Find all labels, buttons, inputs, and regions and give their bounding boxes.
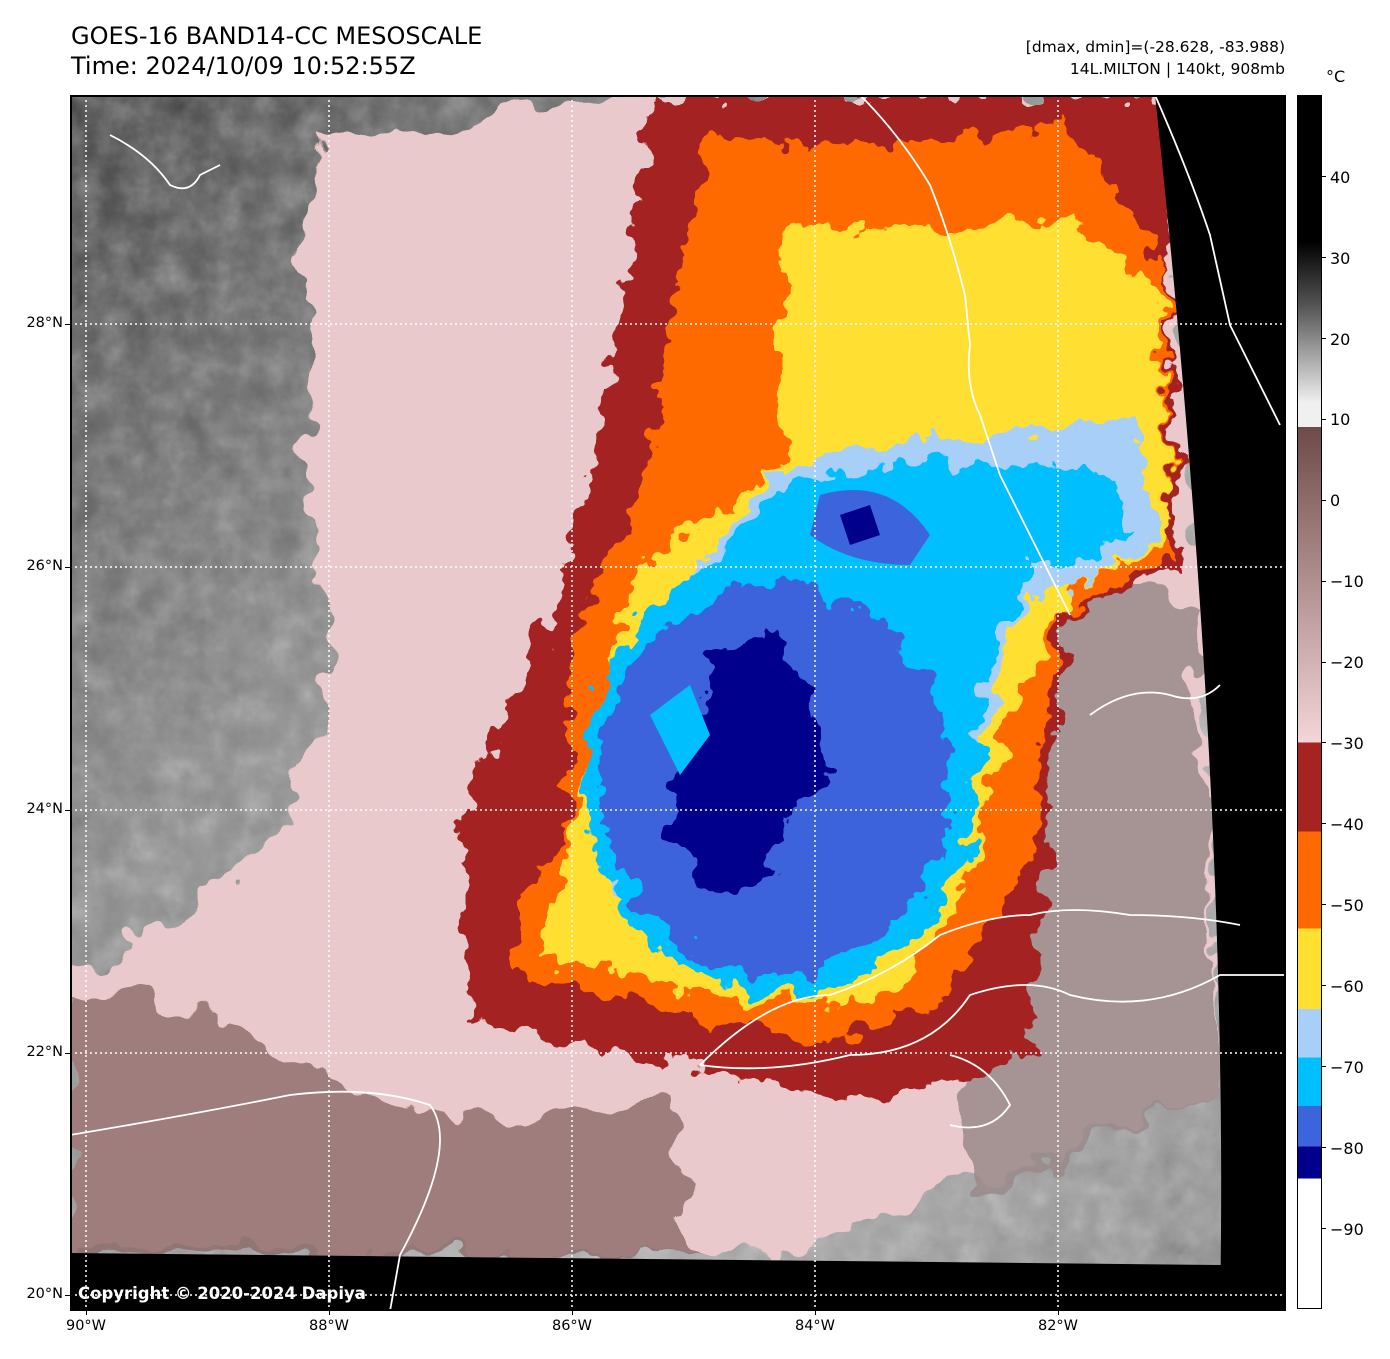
lon-tick xyxy=(86,1310,87,1315)
lon-tick xyxy=(1058,1310,1059,1315)
satellite-map xyxy=(70,95,1286,1311)
colorbar-tick xyxy=(1321,337,1326,339)
colorbar-tick-label: 20 xyxy=(1330,330,1351,349)
lon-label-84w: 84°W xyxy=(794,1318,836,1334)
colorbar-tick xyxy=(1321,580,1326,582)
lat-label-20n: 20°N xyxy=(26,1286,63,1302)
colorbar-tick-label: −90 xyxy=(1330,1220,1364,1239)
colorbar-tick-label: −40 xyxy=(1330,815,1364,834)
no-data-south xyxy=(70,1253,1286,1311)
colorbar-tick-label: 0 xyxy=(1330,491,1341,510)
lon-label-90w: 90°W xyxy=(65,1318,107,1334)
colorbar-tick-label: −80 xyxy=(1330,1139,1364,1158)
louisiana-coast xyxy=(109,134,221,190)
colorbar-tick-label: −20 xyxy=(1330,653,1364,672)
coastlines xyxy=(70,95,1286,1311)
lat-tick xyxy=(65,324,70,325)
lat-label-24n: 24°N xyxy=(26,801,63,817)
lat-tick xyxy=(65,1295,70,1296)
colorbar-tick xyxy=(1321,1228,1326,1230)
no-data-east xyxy=(1155,95,1286,1311)
colorbar-tick-label: −60 xyxy=(1330,977,1364,996)
colorbar-tick xyxy=(1321,256,1326,258)
colorbar-tick-label: −30 xyxy=(1330,734,1364,753)
copyright-notice: Copyright © 2020-2024 Dapiya xyxy=(78,1284,366,1303)
lat-label-22n: 22°N xyxy=(26,1044,63,1060)
florida-east-coast xyxy=(1154,95,1281,426)
lat-tick xyxy=(65,810,70,811)
colorbar-tick xyxy=(1321,1066,1326,1068)
colorbar-tick xyxy=(1321,742,1326,744)
colorbar-tick-label: 30 xyxy=(1330,249,1351,268)
lat-tick xyxy=(65,567,70,568)
colorbar-tick-label: −10 xyxy=(1330,572,1364,591)
colorbar-tick-label: 40 xyxy=(1330,168,1351,187)
colorbar xyxy=(1297,95,1322,1309)
yucatan-coast xyxy=(70,1090,441,1311)
lon-tick xyxy=(815,1310,816,1315)
storm-info: 14L.MILTON | 140kt, 908mb xyxy=(1069,60,1285,78)
colorbar-tick xyxy=(1321,661,1326,663)
lon-tick xyxy=(329,1310,330,1315)
colorbar-unit: °C xyxy=(1326,67,1346,86)
colorbar-tick xyxy=(1321,985,1326,987)
lon-label-88w: 88°W xyxy=(308,1318,350,1334)
lat-label-26n: 26°N xyxy=(26,558,63,574)
lat-label-28n: 28°N xyxy=(26,315,63,331)
band-navy xyxy=(670,635,810,895)
inner-core xyxy=(584,490,980,995)
colorbar-tick xyxy=(1321,175,1326,177)
colorbar-tick xyxy=(1321,418,1326,420)
colorbar-tick xyxy=(1321,1147,1326,1149)
colorbar-tick xyxy=(1321,499,1326,501)
colorbar-tick xyxy=(1321,904,1326,906)
chart-title: GOES-16 BAND14-CC MESOSCALE xyxy=(71,22,483,50)
cuba-north-coast xyxy=(699,909,1241,1066)
colorbar-tick-label: 10 xyxy=(1330,410,1351,429)
colorbar-tick-label: −70 xyxy=(1330,1058,1364,1077)
lat-tick xyxy=(65,1053,70,1054)
cuba-south-coast xyxy=(699,974,1286,1070)
lon-label-86w: 86°W xyxy=(551,1318,593,1334)
dmax-dmin-readout: [dmax, dmin]=(-28.628, -83.988) xyxy=(1025,38,1285,56)
colorbar-tick-label: −50 xyxy=(1330,896,1364,915)
lon-tick xyxy=(572,1310,573,1315)
florida-west-coast xyxy=(859,95,1071,616)
lon-label-82w: 82°W xyxy=(1037,1318,1079,1334)
colorbar-tick xyxy=(1321,823,1326,825)
florida-keys xyxy=(1089,684,1221,716)
timestamp: Time: 2024/10/09 10:52:55Z xyxy=(71,52,416,80)
